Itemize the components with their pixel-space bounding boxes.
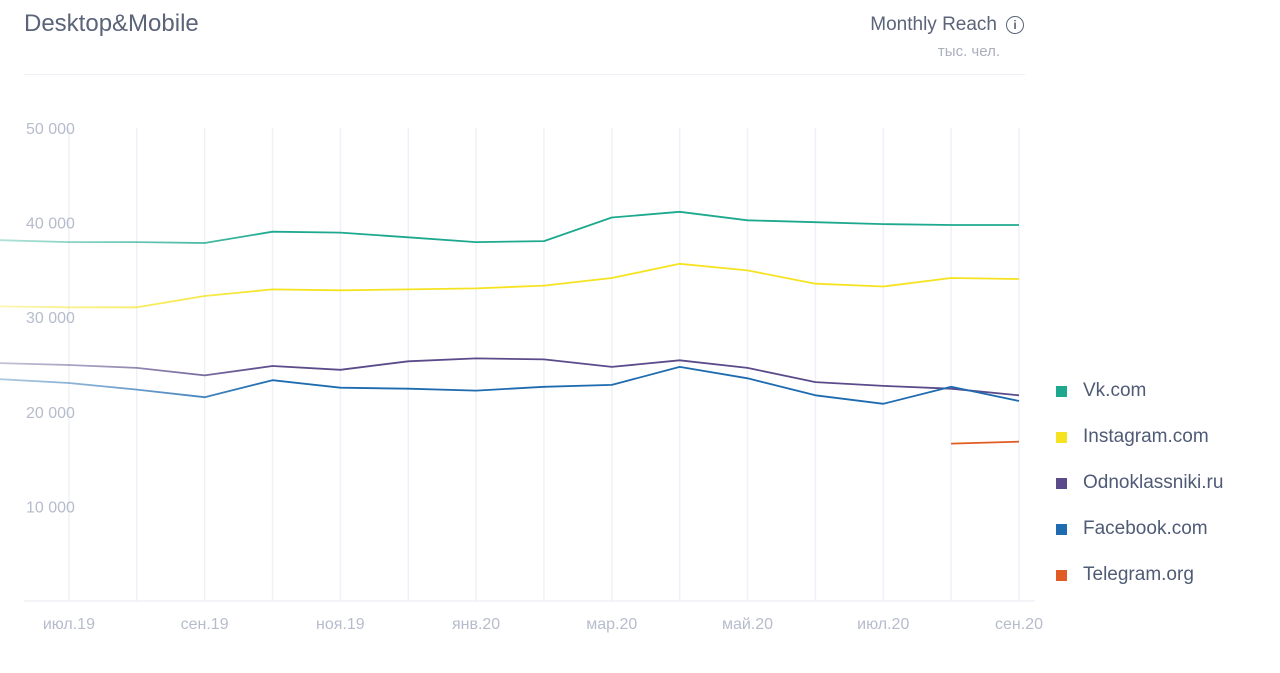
- header-divider: [24, 74, 1025, 75]
- legend-swatch: [1056, 523, 1067, 535]
- unit-label: тыс. чел.: [937, 43, 1000, 60]
- legend-swatch: [1056, 569, 1067, 581]
- series-line-instagram-com: [0, 262, 1020, 309]
- legend-item[interactable]: Telegram.org: [1056, 552, 1223, 598]
- legend: Vk.com Instagram.com Odnoklassniki.ru Faceb…: [1056, 368, 1223, 598]
- x-tick-label: май.20: [722, 616, 773, 633]
- y-tick-label: 20 000: [26, 405, 75, 422]
- y-tick-label: 50 000: [26, 121, 75, 138]
- chart-title: Desktop&Mobile: [24, 10, 199, 37]
- legend-swatch: [1056, 431, 1067, 443]
- series-line-vk-com: [0, 210, 1019, 244]
- legend-label: Odnoklassniki.ru: [1083, 472, 1224, 493]
- legend-label: Instagram.com: [1083, 426, 1209, 447]
- legend-swatch: [1056, 385, 1067, 397]
- legend-item[interactable]: Facebook.com: [1056, 506, 1223, 552]
- legend-label: Telegram.org: [1083, 564, 1194, 585]
- x-tick-label: сен.20: [995, 616, 1043, 633]
- metric-selector[interactable]: Monthly Reach i: [870, 14, 1024, 36]
- x-tick-label: июл.19: [43, 616, 95, 633]
- series-line-facebook-com: [0, 366, 1020, 405]
- metric-label: Monthly Reach: [870, 14, 997, 35]
- line-chart: 10 000 20 000 30 000 40 000 50 000 июл.19 сен.…: [0, 121, 1043, 633]
- y-tick-label: 40 000: [26, 216, 75, 233]
- legend-item[interactable]: Vk.com: [1056, 368, 1223, 414]
- legend-label: Facebook.com: [1083, 518, 1208, 539]
- legend-swatch: [1056, 477, 1067, 489]
- y-tick-label: 30 000: [26, 310, 75, 327]
- series-line-telegram-org: [951, 440, 1020, 445]
- legend-label: Vk.com: [1083, 380, 1147, 401]
- x-tick-label: сен.19: [181, 616, 229, 633]
- x-tick-label: июл.20: [857, 616, 909, 633]
- legend-item[interactable]: Odnoklassniki.ru: [1056, 460, 1223, 506]
- info-icon[interactable]: i: [1006, 16, 1024, 34]
- x-tick-label: ноя.19: [316, 616, 365, 633]
- legend-item[interactable]: Instagram.com: [1056, 414, 1223, 460]
- y-tick-label: 10 000: [26, 499, 75, 516]
- x-tick-label: мар.20: [586, 616, 637, 633]
- x-tick-label: янв.20: [452, 616, 500, 633]
- series-line-odnoklassniki-ru: [0, 357, 1020, 397]
